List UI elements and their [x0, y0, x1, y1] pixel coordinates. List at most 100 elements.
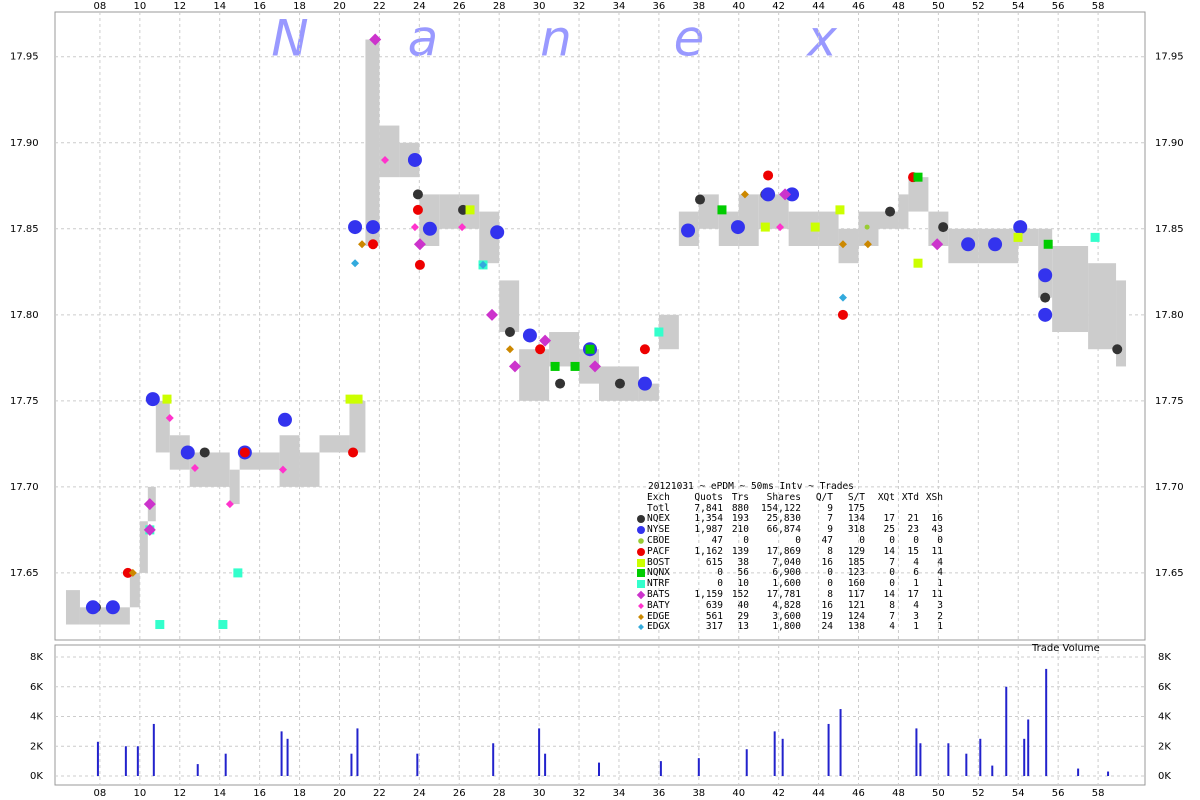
nbbo-band	[65, 590, 80, 625]
table-cell: 154,122	[760, 502, 801, 514]
legend-swatch	[636, 504, 646, 514]
trade-marker	[681, 223, 696, 238]
trade-marker	[931, 238, 944, 251]
trade-marker	[1013, 220, 1028, 235]
y-tick-label: 0K	[1158, 771, 1171, 782]
x-tick-label: 40	[732, 1, 745, 12]
x-tick-label: 50	[932, 1, 945, 12]
trade-marker	[589, 360, 602, 373]
nbbo-band	[519, 349, 550, 401]
table-cell: 0	[937, 534, 943, 546]
x-tick-label: 30	[533, 1, 546, 12]
table-cell: 29	[737, 610, 749, 622]
table-cell: 11	[931, 545, 943, 557]
x-tick-label: 18	[293, 788, 306, 799]
y-tick-label: 6K	[30, 682, 43, 693]
volume-bar	[915, 728, 918, 776]
x-tick-label: 20	[333, 1, 346, 12]
x-tick-label: 58	[1092, 788, 1105, 799]
x-tick-label: 46	[852, 788, 865, 799]
trade-marker	[539, 334, 552, 347]
nbbo-band	[379, 125, 400, 178]
trade-marker	[1040, 292, 1051, 303]
table-cell: 7	[889, 610, 895, 622]
volume-bar	[991, 765, 994, 776]
trade-marker	[961, 237, 976, 252]
table-row: NQEX 1,354 193 25,830 7 134 17 21 16	[636, 514, 943, 525]
x-tick-label: 48	[892, 1, 905, 12]
volume-bar	[492, 743, 495, 776]
table-cell: 160	[847, 578, 865, 590]
nbbo-band	[419, 194, 440, 246]
table-cell: 4	[913, 599, 919, 611]
volume-bar	[96, 741, 99, 776]
trade-marker	[570, 361, 580, 371]
y-tick-label: 17.65	[10, 568, 39, 579]
x-tick-label: 52	[972, 1, 985, 12]
table-cell: 4	[937, 567, 943, 579]
y-tick-label: 17.65	[1155, 568, 1184, 579]
x-tick-label: 56	[1052, 788, 1065, 799]
volume-bar	[356, 728, 359, 776]
trade-marker	[413, 238, 426, 251]
table-cell: 17	[907, 588, 919, 600]
table-cell: 1,354	[694, 513, 723, 525]
table-cell: 4	[937, 556, 943, 568]
legend-swatch	[636, 493, 646, 503]
table-cell: 3	[937, 599, 943, 611]
table-cell: XSh	[925, 491, 943, 503]
table-cell: 561	[705, 610, 723, 622]
x-tick-label: 34	[613, 1, 626, 12]
trade-marker	[143, 523, 156, 536]
legend-swatch	[638, 613, 644, 620]
trade-marker	[414, 259, 425, 270]
table-cell: Totl	[647, 502, 670, 514]
trade-marker	[654, 327, 664, 337]
trade-marker	[913, 258, 923, 268]
table-row: Totl 7,841 880 154,122 9 175	[636, 502, 943, 515]
table-cell: 1,800	[772, 621, 801, 633]
trade-marker	[785, 187, 800, 202]
table-cell: 56	[737, 567, 749, 579]
table-cell: 16	[821, 556, 833, 568]
table-row: BATS 1,159 152 17,781 8 117 14 17 11	[636, 588, 943, 601]
volume-bar	[1005, 686, 1008, 776]
table-cell: 615	[705, 556, 723, 568]
x-tick-label: 14	[213, 788, 226, 799]
table-cell: 23	[907, 524, 919, 536]
nbbo-band	[439, 194, 460, 229]
x-tick-label: 46	[852, 1, 865, 12]
trade-marker	[412, 204, 423, 215]
table-cell: BOST	[647, 556, 670, 568]
legend-swatch	[637, 580, 645, 589]
nbbo-band	[838, 228, 859, 264]
volume-bar	[286, 738, 289, 776]
trade-marker	[277, 412, 292, 427]
y-tick-label: 17.70	[10, 482, 39, 493]
table-cell: 0	[827, 578, 833, 590]
y-tick-label: 8K	[30, 652, 43, 663]
trade-marker	[128, 568, 137, 577]
table-cell: 11	[931, 588, 943, 600]
nbbo-band	[898, 194, 909, 229]
table-cell: 7,841	[694, 502, 723, 514]
table-title: 20121031 ~ ePDM ~ 50ms Intv ~ Trades	[648, 481, 854, 492]
trade-marker	[1038, 268, 1053, 283]
legend-table: 20121031 ~ ePDM ~ 50ms Intv ~ Trades Exch…	[636, 481, 943, 633]
y-tick-label: 17.90	[1155, 138, 1184, 149]
table-cell: 16	[931, 513, 943, 525]
nbbo-band	[658, 314, 679, 350]
trade-marker	[614, 378, 625, 389]
trade-marker	[479, 260, 488, 269]
trade-marker	[1038, 307, 1053, 322]
table-cell: 47	[711, 534, 723, 546]
trade-marker	[239, 447, 250, 458]
trade-marker	[122, 567, 133, 578]
trade-marker	[913, 172, 923, 182]
nbbo-band	[155, 400, 170, 453]
table-cell: NQNX	[647, 567, 670, 579]
table-cell: 3	[913, 610, 919, 622]
table-cell: 4	[889, 621, 895, 633]
table-cell: Quots	[694, 491, 723, 503]
x-tick-label: 14	[213, 1, 226, 12]
